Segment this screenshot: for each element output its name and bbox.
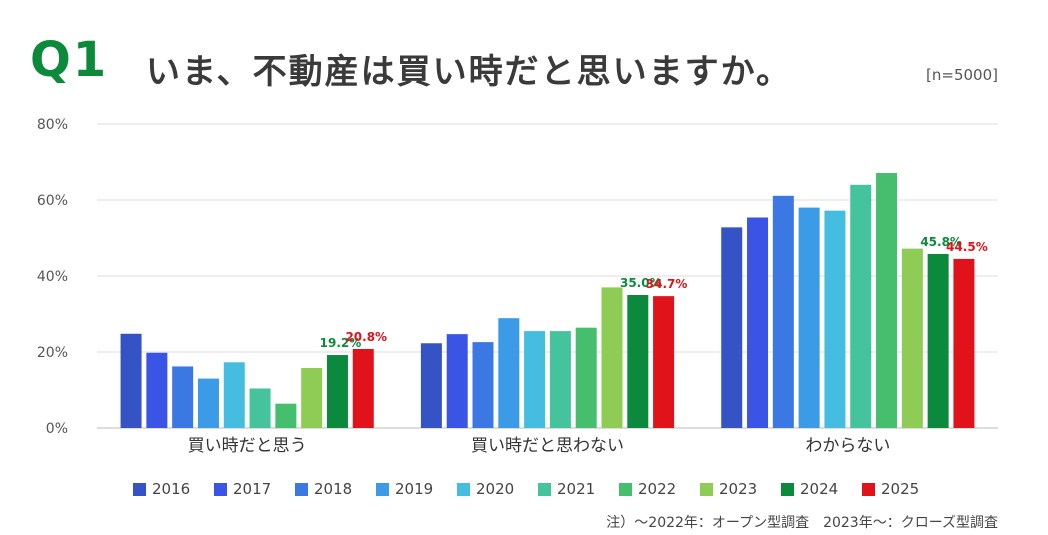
y-tick-label: 40% xyxy=(37,269,68,285)
bar xyxy=(197,378,219,428)
legend-label: 2022 xyxy=(638,480,677,498)
legend-item: 2017 xyxy=(214,480,295,498)
bar xyxy=(824,210,846,428)
bar xyxy=(601,287,623,428)
legend-label: 2017 xyxy=(233,480,272,498)
bar xyxy=(653,296,675,428)
bar xyxy=(275,403,297,428)
bar xyxy=(575,327,597,428)
legend-item: 2020 xyxy=(457,480,538,498)
bar xyxy=(772,195,794,428)
category-label: 買い時だと思わない xyxy=(471,436,624,456)
legend-swatch xyxy=(457,482,470,496)
legend-swatch xyxy=(538,482,551,496)
data-label: 34.7% xyxy=(646,277,688,291)
legend-item: 2024 xyxy=(781,480,862,498)
legend-label: 2020 xyxy=(476,480,515,498)
legend-swatch xyxy=(133,482,146,496)
bar xyxy=(420,343,442,428)
bar xyxy=(549,331,571,428)
legend-item: 2025 xyxy=(862,480,943,498)
legend-swatch xyxy=(700,482,713,496)
bar xyxy=(249,388,271,428)
legend-swatch xyxy=(214,482,227,496)
bar xyxy=(927,253,949,428)
category-label: わからない xyxy=(805,436,890,456)
bar xyxy=(472,342,494,428)
legend-swatch xyxy=(619,482,632,496)
bar xyxy=(120,333,142,428)
chart-title: いま、不動産は買い時だと思いますか。 xyxy=(146,52,792,92)
legend-item: 2023 xyxy=(700,480,781,498)
data-label: 45.8% xyxy=(920,235,962,249)
y-tick-label: 60% xyxy=(37,193,68,209)
legend-item: 2021 xyxy=(538,480,619,498)
bar xyxy=(223,362,245,428)
legend-swatch xyxy=(781,482,794,496)
question-number: Q1 xyxy=(30,32,109,88)
data-label: 19.2% xyxy=(320,336,362,350)
legend-label: 2023 xyxy=(719,480,758,498)
bar xyxy=(876,173,898,428)
legend-label: 2019 xyxy=(395,480,434,498)
legend-label: 2016 xyxy=(152,480,191,498)
bar xyxy=(953,258,975,428)
bar-chart: 0% 20% 40% 60% 80% 19.2%20.8% 買い時だと思う 35.0%34.7… xyxy=(37,117,998,456)
data-label: 20.8% xyxy=(345,330,387,344)
bar xyxy=(850,184,872,428)
bar xyxy=(498,318,520,428)
y-tick-label: 20% xyxy=(37,345,68,361)
legend-item: 2022 xyxy=(619,480,700,498)
bar xyxy=(721,227,743,428)
data-label: 35.0% xyxy=(620,276,662,290)
bar xyxy=(301,367,323,428)
legend-label: 2024 xyxy=(800,480,839,498)
legend-item: 2018 xyxy=(295,480,376,498)
bar xyxy=(446,334,468,428)
bar xyxy=(524,331,546,428)
bar xyxy=(326,355,348,428)
legend-swatch xyxy=(295,482,308,496)
bar xyxy=(146,352,168,428)
legend-item: 2019 xyxy=(376,480,457,498)
legend-item: 2016 xyxy=(133,480,214,498)
bar xyxy=(627,295,649,428)
sample-size: [n=5000] xyxy=(926,66,998,84)
bar xyxy=(352,348,374,428)
legend-label: 2021 xyxy=(557,480,596,498)
category-label: 買い時だと思う xyxy=(188,436,307,456)
survey-note: 注）〜2022年：オープン型調査 2023年〜：クローズ型調査 xyxy=(606,515,998,531)
legend-swatch xyxy=(862,482,875,496)
y-tick-label: 80% xyxy=(37,117,68,133)
legend-swatch xyxy=(376,482,389,496)
bar xyxy=(901,248,923,428)
bar xyxy=(747,217,769,428)
data-label: 44.5% xyxy=(946,240,988,254)
bar xyxy=(798,207,820,428)
bar xyxy=(172,366,194,428)
legend-label: 2025 xyxy=(881,480,920,498)
y-tick-label: 0% xyxy=(46,421,68,437)
legend-label: 2018 xyxy=(314,480,353,498)
legend: 2016 2017 2018 2019 2020 2021 2022 2023 2024 2025 xyxy=(133,480,943,498)
